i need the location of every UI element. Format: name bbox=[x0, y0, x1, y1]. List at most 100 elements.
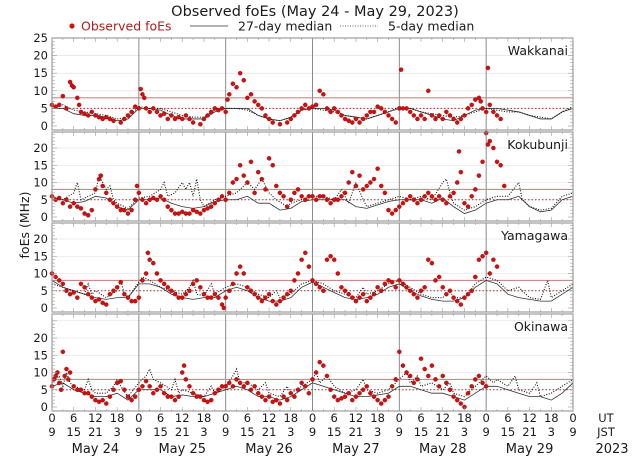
observed-point bbox=[221, 305, 227, 311]
observed-point bbox=[263, 113, 268, 118]
observed-point bbox=[368, 295, 373, 300]
observed-point bbox=[93, 298, 98, 304]
observed-point bbox=[324, 373, 330, 379]
observed-point bbox=[335, 397, 341, 403]
observed-point bbox=[140, 92, 145, 97]
observed-point bbox=[234, 85, 239, 90]
observed-point bbox=[310, 278, 315, 283]
observed-point bbox=[176, 394, 181, 399]
observed-point bbox=[310, 104, 315, 109]
observed-point bbox=[436, 274, 442, 280]
observed-point bbox=[230, 81, 236, 87]
observed-point bbox=[375, 166, 380, 171]
observed-point bbox=[165, 204, 171, 209]
observed-point bbox=[411, 113, 417, 118]
observed-point bbox=[447, 387, 453, 392]
observed-point bbox=[433, 377, 438, 382]
y-tick-label: 15 bbox=[33, 249, 48, 263]
observed-point bbox=[270, 120, 275, 125]
x-tick-label-jst: 9 bbox=[483, 425, 490, 439]
observed-point bbox=[444, 291, 449, 297]
observed-point bbox=[480, 159, 485, 165]
observed-point bbox=[353, 298, 359, 304]
observed-point bbox=[436, 113, 442, 118]
day-label: May 29 bbox=[506, 442, 554, 457]
observed-point bbox=[190, 120, 196, 125]
observed-point bbox=[151, 195, 156, 201]
observed-point bbox=[187, 384, 192, 389]
observed-point bbox=[56, 195, 62, 201]
observed-point bbox=[169, 207, 174, 213]
observed-point bbox=[339, 285, 344, 290]
observed-point bbox=[143, 200, 149, 206]
observed-point bbox=[292, 394, 297, 399]
observed-point bbox=[360, 187, 366, 192]
observed-point bbox=[100, 300, 105, 306]
observed-point bbox=[96, 297, 102, 302]
observed-point bbox=[476, 257, 482, 262]
observed-point bbox=[281, 295, 286, 300]
observed-point bbox=[331, 394, 337, 399]
observed-point bbox=[205, 206, 210, 211]
observed-point bbox=[360, 387, 366, 392]
x-tick-label-ut: 6 bbox=[417, 411, 424, 425]
observed-point bbox=[418, 288, 424, 293]
observed-point bbox=[111, 118, 116, 123]
observed-point bbox=[237, 70, 243, 76]
observed-point bbox=[198, 121, 203, 127]
x-tick-label-ut: 6 bbox=[331, 411, 338, 425]
observed-point bbox=[357, 390, 362, 396]
observed-point bbox=[201, 207, 207, 213]
x-tick-label-ut: 0 bbox=[569, 411, 576, 425]
median-27day-line bbox=[52, 195, 574, 214]
observed-point bbox=[393, 377, 398, 382]
observed-point bbox=[371, 291, 377, 297]
observed-point bbox=[212, 291, 218, 297]
observed-point bbox=[241, 384, 247, 389]
observed-point bbox=[212, 390, 218, 396]
x-tick-label-jst: 15 bbox=[327, 425, 342, 439]
observed-point bbox=[187, 211, 192, 216]
observed-point bbox=[129, 109, 134, 115]
observed-point bbox=[75, 295, 80, 300]
observed-point bbox=[107, 394, 113, 399]
observed-point bbox=[321, 194, 326, 199]
observed-point bbox=[138, 86, 143, 92]
observed-point bbox=[360, 291, 366, 297]
observed-point bbox=[375, 397, 380, 403]
observed-point bbox=[259, 176, 265, 182]
x-tick-label-jst: 3 bbox=[200, 425, 207, 439]
y-tick-label: 5 bbox=[41, 101, 48, 115]
observed-point bbox=[161, 197, 167, 202]
observed-point bbox=[418, 197, 424, 202]
observed-point bbox=[378, 106, 384, 111]
observed-point bbox=[255, 295, 261, 300]
observed-point bbox=[227, 92, 232, 97]
observed-point bbox=[179, 116, 185, 122]
observed-point bbox=[324, 257, 330, 262]
observed-point bbox=[400, 200, 406, 206]
observed-point bbox=[208, 397, 214, 403]
x-tick-label-ut: 6 bbox=[70, 411, 77, 425]
observed-point bbox=[252, 99, 257, 104]
x-tick-label-ut: 18 bbox=[457, 411, 472, 425]
observed-point bbox=[295, 271, 301, 276]
observed-point bbox=[96, 176, 102, 182]
observed-point bbox=[259, 106, 265, 111]
observed-point bbox=[353, 394, 359, 399]
observed-point bbox=[313, 370, 319, 375]
x-tick-label-jst: 9 bbox=[48, 425, 55, 439]
observed-point bbox=[245, 95, 250, 101]
observed-point bbox=[270, 298, 275, 304]
observed-point bbox=[357, 295, 362, 300]
observed-point bbox=[397, 349, 402, 355]
observed-point bbox=[295, 109, 301, 115]
observed-point bbox=[451, 295, 456, 300]
observed-point bbox=[306, 390, 312, 396]
observed-point bbox=[303, 197, 308, 202]
observed-point bbox=[277, 121, 283, 127]
observed-point bbox=[426, 373, 431, 379]
observed-point bbox=[310, 377, 315, 382]
observed-point bbox=[371, 109, 377, 115]
observed-point bbox=[114, 204, 120, 209]
